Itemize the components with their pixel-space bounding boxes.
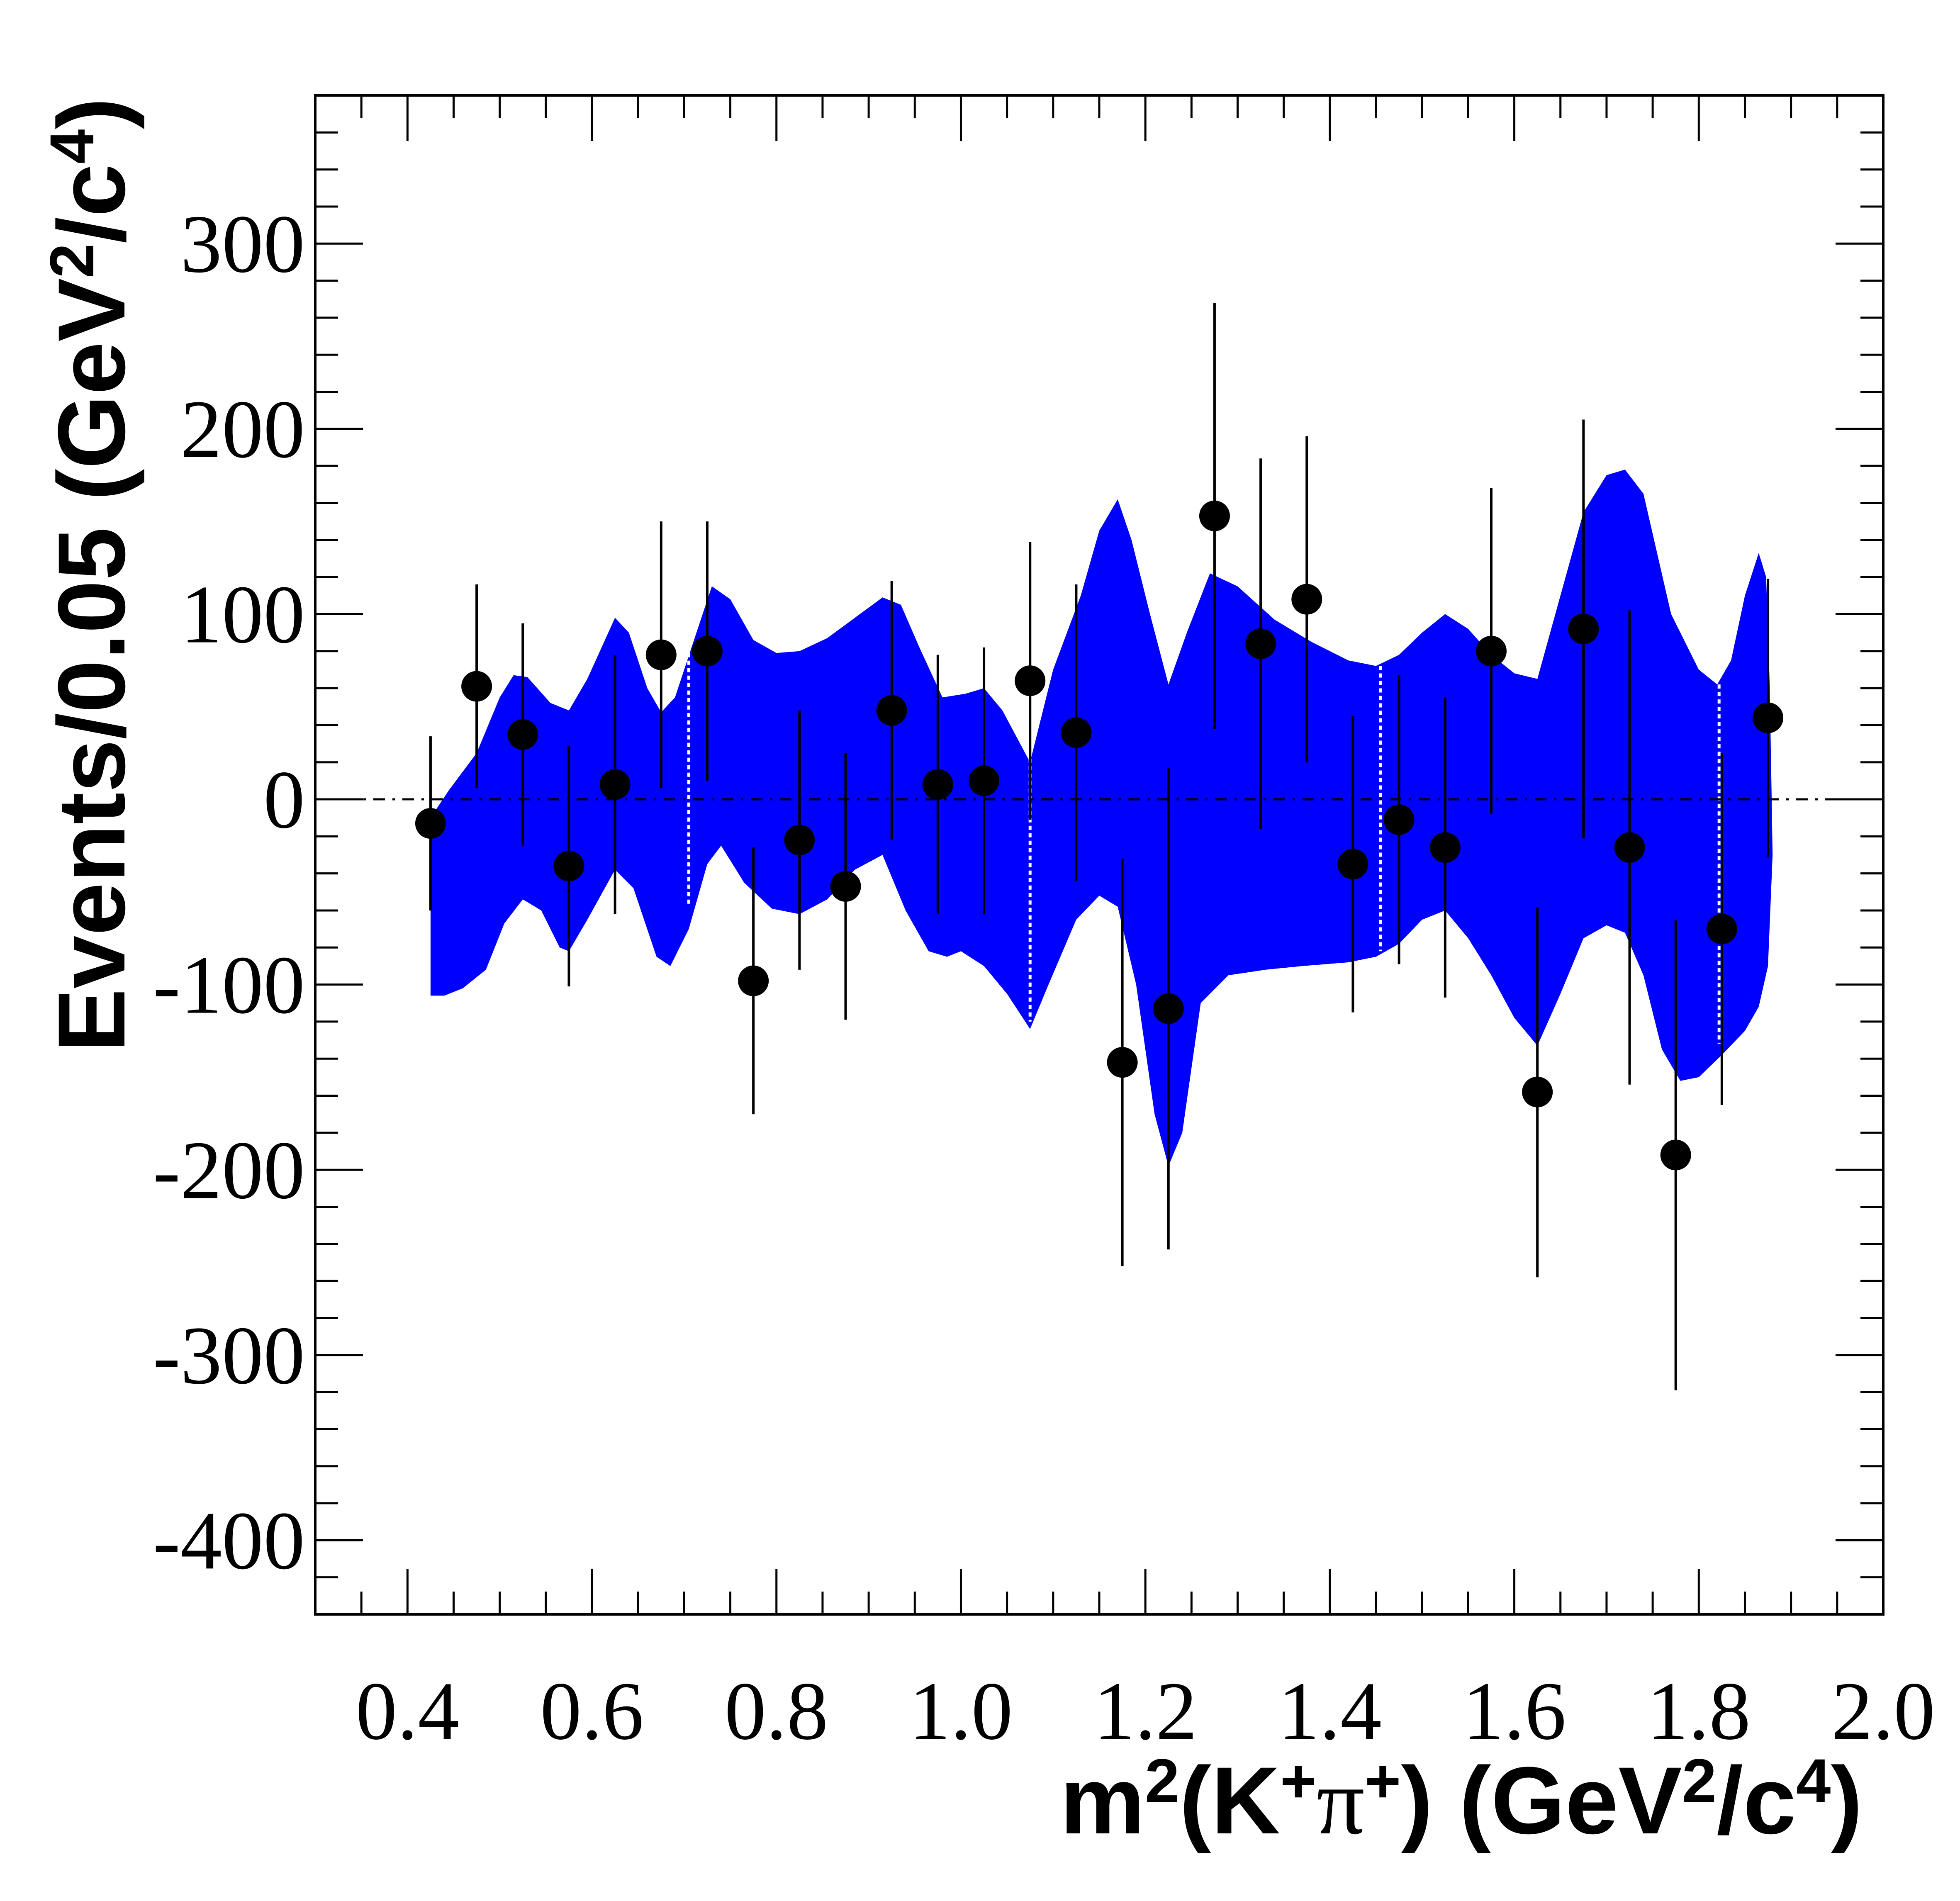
- y-axis-title: Events/0.05 (GeV2/c4): [37, 97, 145, 1052]
- data-point: [599, 769, 631, 800]
- data-point: [922, 769, 953, 800]
- data-point: [1429, 832, 1461, 863]
- x-tick-label: 1.0: [909, 1665, 1013, 1757]
- x-axis-title: m2(K+π+) (GeV2/c4): [1060, 1746, 1863, 1854]
- data-point: [876, 695, 907, 726]
- data-points-layer: [415, 303, 1784, 1390]
- x-tick-label: 1.4: [1278, 1665, 1382, 1757]
- data-point: [830, 871, 861, 902]
- data-point: [1245, 628, 1276, 659]
- x-tick-label: 0.4: [355, 1665, 459, 1757]
- data-point: [1568, 613, 1599, 645]
- data-point: [1522, 1076, 1553, 1107]
- data-point: [1107, 1047, 1138, 1078]
- uncertainty-band-layer: [430, 470, 1773, 1166]
- x-tick-label: 2.0: [1831, 1665, 1935, 1757]
- y-tick-label: 0: [263, 754, 305, 846]
- data-point: [553, 850, 584, 881]
- data-point: [1660, 1139, 1691, 1171]
- y-tick-label: 200: [180, 384, 305, 475]
- x-tick-label: 1.2: [1093, 1665, 1197, 1757]
- data-point: [645, 639, 677, 670]
- x-axis-tick-layer: 0.4 0.6 0.8 1.0 1.2 1.4 1.6 1.8 2.0: [314, 95, 1935, 1757]
- data-point: [1199, 500, 1230, 531]
- x-tick-label: 1.6: [1463, 1665, 1566, 1757]
- data-point: [1614, 832, 1645, 863]
- data-point: [969, 765, 1000, 796]
- y-tick-label: -200: [153, 1125, 305, 1216]
- data-point: [507, 719, 538, 750]
- data-point: [1337, 849, 1368, 880]
- data-point: [1753, 702, 1784, 733]
- y-axis-tick-layer: 300 200 100 0 -100 -200 -300 -400: [153, 94, 1883, 1616]
- y-tick-label: -100: [153, 940, 305, 1031]
- data-point: [415, 808, 446, 839]
- data-point: [1291, 584, 1322, 615]
- x-tick-label: 1.8: [1647, 1665, 1751, 1757]
- data-point: [1383, 804, 1415, 835]
- data-point: [1015, 665, 1046, 696]
- data-point: [692, 635, 723, 667]
- data-point: [1061, 717, 1092, 748]
- data-point: [784, 825, 815, 856]
- x-tick-label: 0.8: [725, 1665, 828, 1757]
- y-tick-label: 100: [180, 569, 305, 660]
- y-tick-label: -400: [153, 1495, 305, 1587]
- y-tick-label: -300: [153, 1310, 305, 1402]
- data-point: [461, 671, 492, 702]
- data-point: [1153, 993, 1184, 1024]
- data-point: [738, 965, 769, 996]
- uncertainty-band: [430, 470, 1773, 1166]
- data-point: [1706, 913, 1737, 944]
- data-point: [1476, 635, 1507, 667]
- y-tick-label: 300: [180, 198, 305, 290]
- x-tick-label: 0.6: [540, 1665, 644, 1757]
